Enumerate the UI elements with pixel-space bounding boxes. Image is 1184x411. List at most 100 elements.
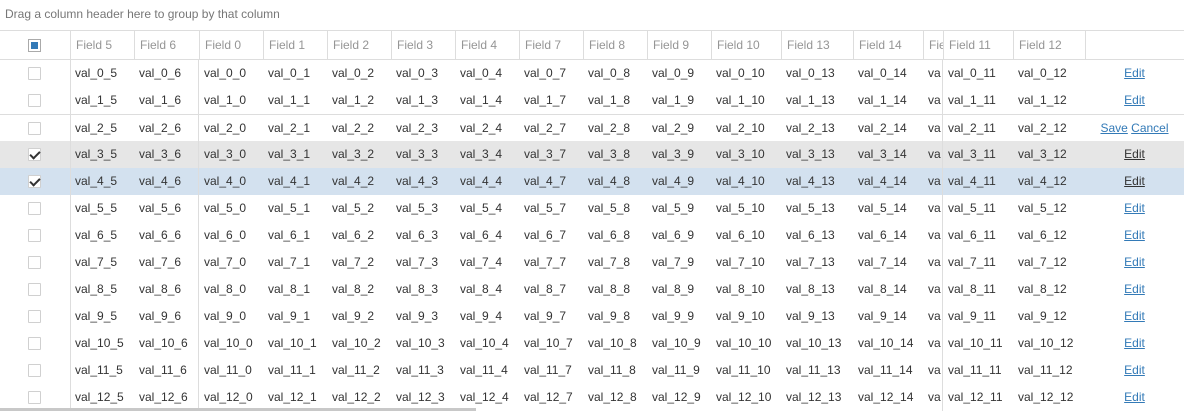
table-cell[interactable]: val_6_4 xyxy=(460,228,503,242)
table-cell[interactable]: val_6_13 xyxy=(786,228,835,242)
table-cell[interactable]: val_6_6 xyxy=(139,228,182,242)
table-cell[interactable]: val_4_0 xyxy=(204,174,247,188)
table-cell[interactable]: val_12_9 xyxy=(652,390,701,404)
table-cell[interactable]: val_7_8 xyxy=(588,255,631,269)
table-cell[interactable]: val_8_3 xyxy=(396,282,439,296)
column-header[interactable]: Field 4 xyxy=(455,31,519,59)
cancel-link[interactable]: Cancel xyxy=(1131,121,1169,135)
table-cell[interactable]: val_11_7 xyxy=(524,363,572,377)
column-header[interactable]: Field 3 xyxy=(391,31,455,59)
row-select-checkbox[interactable] xyxy=(28,229,41,242)
table-cell[interactable]: val_3_10 xyxy=(716,147,765,161)
table-cell[interactable]: val_5_9 xyxy=(652,201,695,215)
table-cell[interactable]: val_12_5 xyxy=(75,390,124,404)
table-cell[interactable]: val_4_3 xyxy=(396,174,439,188)
table-cell[interactable]: val_11_5 xyxy=(75,363,123,377)
table-cell[interactable]: val_9_12 xyxy=(1018,309,1067,323)
table-cell[interactable]: val_5_2 xyxy=(332,201,375,215)
column-header[interactable]: Field 5 xyxy=(70,31,134,59)
column-header[interactable]: Field 1 xyxy=(263,31,327,59)
table-cell[interactable]: val_0_14 xyxy=(858,66,907,80)
table-cell[interactable]: val_8_1 xyxy=(268,282,311,296)
table-cell[interactable]: val_7_2 xyxy=(332,255,375,269)
table-cell[interactable]: val_0_11 xyxy=(948,66,996,80)
table-cell[interactable]: val_2_1 xyxy=(268,121,311,135)
table-cell[interactable]: val_11_11 xyxy=(948,363,1002,377)
table-cell[interactable]: val_10_4 xyxy=(460,336,509,350)
table-cell[interactable]: val_5_14 xyxy=(858,201,907,215)
row-select-checkbox[interactable] xyxy=(28,94,41,107)
table-cell[interactable]: val_12_14 xyxy=(858,390,914,404)
table-cell[interactable]: val_6_8 xyxy=(588,228,631,242)
table-cell[interactable]: val_5_0 xyxy=(204,201,247,215)
row-select-checkbox[interactable] xyxy=(28,175,41,188)
column-header[interactable]: Field 9 xyxy=(647,31,711,59)
row-select-checkbox[interactable] xyxy=(28,391,41,404)
table-cell[interactable]: val_7_14 xyxy=(858,255,907,269)
table-cell[interactable]: val_0_8 xyxy=(588,66,631,80)
column-header[interactable]: Field 6 xyxy=(134,31,199,59)
table-cell[interactable]: val_9_6 xyxy=(139,309,182,323)
table-cell[interactable]: val_2_3 xyxy=(396,121,439,135)
table-cell[interactable]: val_2_5 xyxy=(75,121,118,135)
table-cell[interactable]: val_3_2 xyxy=(332,147,375,161)
table-cell[interactable]: val_0_7 xyxy=(524,66,567,80)
table-cell[interactable]: va xyxy=(928,66,941,80)
table-cell[interactable]: val_12_13 xyxy=(786,390,842,404)
table-cell[interactable]: val_10_6 xyxy=(139,336,188,350)
table-row[interactable]: val_10_5 val_10_6 val_10_0 val_10_1 val_10_2… xyxy=(0,330,1184,357)
edit-link[interactable]: Edit xyxy=(1124,309,1145,323)
table-cell[interactable]: val_12_6 xyxy=(139,390,188,404)
table-cell[interactable]: val_8_0 xyxy=(204,282,247,296)
table-cell[interactable]: val_6_1 xyxy=(268,228,311,242)
table-cell[interactable]: val_3_12 xyxy=(1018,147,1067,161)
edit-link[interactable]: Edit xyxy=(1124,336,1145,350)
table-cell[interactable]: va xyxy=(928,228,941,242)
edit-link[interactable]: Edit xyxy=(1124,201,1145,215)
table-cell[interactable]: val_11_12 xyxy=(1018,363,1073,377)
table-cell[interactable]: val_5_8 xyxy=(588,201,631,215)
table-cell[interactable]: val_9_1 xyxy=(268,309,311,323)
table-cell[interactable]: val_8_9 xyxy=(652,282,695,296)
table-row[interactable]: val_11_5 val_11_6 val_11_0 val_11_1 val_11_2… xyxy=(0,357,1184,384)
table-cell[interactable]: val_8_4 xyxy=(460,282,503,296)
edit-link[interactable]: Edit xyxy=(1124,66,1145,80)
table-cell[interactable]: val_10_11 xyxy=(948,336,1003,350)
table-cell[interactable]: val_2_0 xyxy=(204,121,247,135)
table-cell[interactable]: val_4_2 xyxy=(332,174,375,188)
edit-link[interactable]: Edit xyxy=(1124,93,1145,107)
table-cell[interactable]: val_11_9 xyxy=(652,363,700,377)
table-cell[interactable]: val_0_1 xyxy=(268,66,311,80)
table-cell[interactable]: va xyxy=(928,336,941,350)
table-cell[interactable]: val_11_3 xyxy=(396,363,444,377)
table-row[interactable]: val_5_5 val_5_6 val_5_0 val_5_1 val_5_2 val_5… xyxy=(0,195,1184,222)
table-cell[interactable]: val_9_4 xyxy=(460,309,503,323)
table-row[interactable]: val_12_5 val_12_6 val_12_0 val_12_1 val_12_2… xyxy=(0,384,1184,411)
table-cell[interactable]: val_10_12 xyxy=(1018,336,1074,350)
table-cell[interactable]: va xyxy=(928,282,941,296)
table-cell[interactable]: val_5_13 xyxy=(786,201,835,215)
table-cell[interactable]: val_4_13 xyxy=(786,174,835,188)
table-cell[interactable]: val_5_6 xyxy=(139,201,182,215)
row-select-checkbox[interactable] xyxy=(28,202,41,215)
table-cell[interactable]: val_10_8 xyxy=(588,336,637,350)
save-link[interactable]: Save xyxy=(1100,121,1128,135)
table-cell[interactable]: val_1_11 xyxy=(948,93,996,107)
table-cell[interactable]: val_12_8 xyxy=(588,390,637,404)
table-cell[interactable]: val_0_0 xyxy=(204,66,247,80)
table-row[interactable]: val_3_5 val_3_6 val_3_0 val_3_1 val_3_2 val_3… xyxy=(0,141,1184,168)
table-cell[interactable]: val_1_10 xyxy=(716,93,765,107)
table-row[interactable]: val_9_5 val_9_6 val_9_0 val_9_1 val_9_2 val_9… xyxy=(0,303,1184,330)
table-cell[interactable]: val_4_7 xyxy=(524,174,567,188)
table-cell[interactable]: val_8_13 xyxy=(786,282,835,296)
table-cell[interactable]: val_8_12 xyxy=(1018,282,1067,296)
column-header[interactable]: Fie xyxy=(923,31,943,59)
table-cell[interactable]: val_9_9 xyxy=(652,309,695,323)
column-header[interactable]: Field 13 xyxy=(781,31,853,59)
table-cell[interactable]: val_5_12 xyxy=(1018,201,1067,215)
edit-link[interactable]: Edit xyxy=(1124,147,1145,161)
table-cell[interactable]: val_6_7 xyxy=(524,228,567,242)
table-cell[interactable]: val_3_9 xyxy=(652,147,695,161)
row-select-checkbox[interactable] xyxy=(28,310,41,323)
table-cell[interactable]: val_3_1 xyxy=(268,147,311,161)
